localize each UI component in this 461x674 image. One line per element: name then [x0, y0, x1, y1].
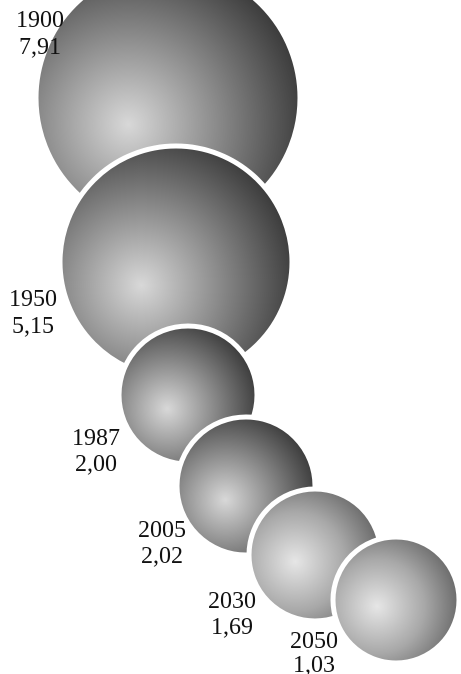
year-label: 1900 — [16, 7, 64, 33]
value-label: 1,69 — [211, 614, 253, 640]
year-label: 1987 — [72, 425, 120, 451]
value-label: 1,03 — [293, 652, 335, 674]
year-label: 2005 — [138, 517, 186, 543]
year-label: 2030 — [208, 588, 256, 614]
value-label: 7,91 — [19, 34, 61, 60]
globes — [33, 0, 461, 666]
globe — [330, 534, 461, 666]
labels: 1900 7,91 1950 5,15 1987 2,00 2005 2,02 … — [9, 7, 338, 674]
value-label: 2,02 — [141, 543, 183, 569]
value-label: 2,00 — [75, 451, 117, 477]
value-label: 5,15 — [12, 313, 54, 339]
year-label: 1950 — [9, 286, 57, 312]
year-label: 2050 — [290, 628, 338, 654]
